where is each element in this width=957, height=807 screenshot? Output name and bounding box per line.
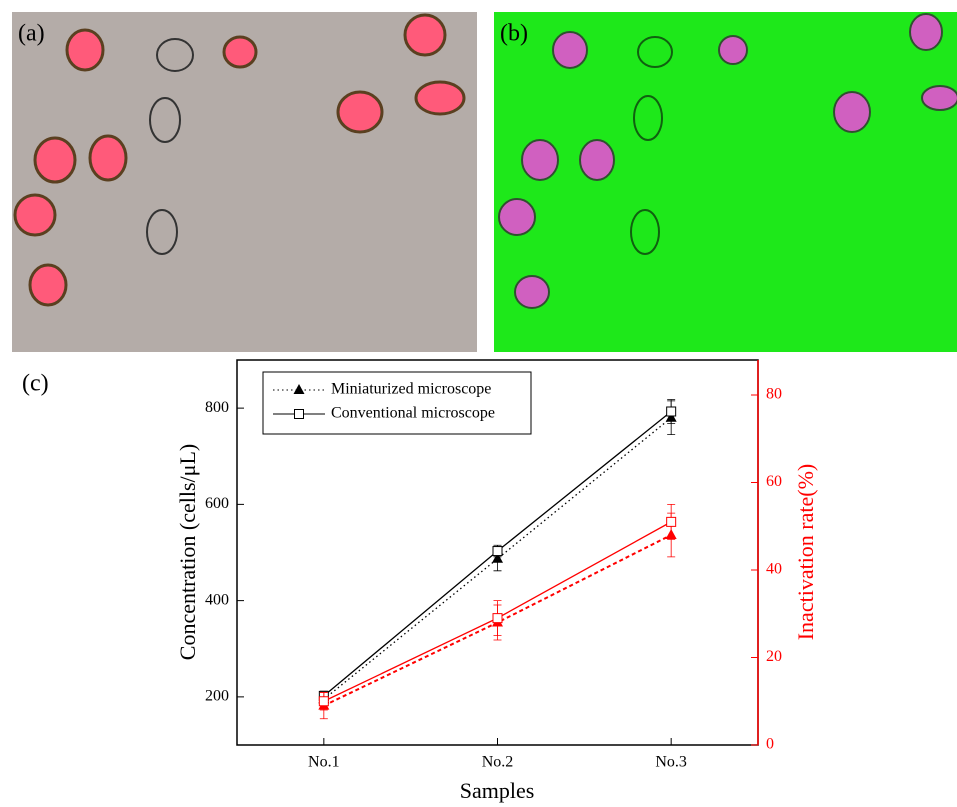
data-point xyxy=(493,547,502,556)
data-point xyxy=(493,614,502,623)
y2-tick-label: 20 xyxy=(766,648,782,665)
y-tick-label: 800 xyxy=(205,399,229,416)
y2-tick-label: 40 xyxy=(766,561,782,578)
y2-tick-label: 60 xyxy=(766,473,782,490)
y2-tick-label: 0 xyxy=(766,736,774,753)
y2-axis-title: Inactivation rate(%) xyxy=(793,464,818,641)
legend-label: Conventional microscope xyxy=(331,405,495,422)
figure: (a) (b) (c) Concentration (cells/μL) Ina… xyxy=(0,0,957,807)
data-point xyxy=(319,697,328,706)
page: {"panels": {"a": "(a)", "b": "(b)", "c":… xyxy=(0,0,957,807)
x-tick-label: No.2 xyxy=(482,754,514,771)
panel-label: (c) xyxy=(22,371,49,397)
data-point xyxy=(667,407,676,416)
y-tick-label: 400 xyxy=(205,591,229,608)
panel-label: (b) xyxy=(500,21,528,47)
legend-marker xyxy=(295,410,304,419)
y2-tick-label: 80 xyxy=(766,386,782,403)
x-axis-title: Samples xyxy=(460,778,535,803)
x-tick-label: No.1 xyxy=(308,754,340,771)
y-tick-label: 600 xyxy=(205,495,229,512)
y-tick-label: 200 xyxy=(205,688,229,705)
x-tick-label: No.3 xyxy=(655,754,687,771)
panel-label: (a) xyxy=(18,21,45,47)
data-point xyxy=(667,517,676,526)
legend-label: Miniaturized microscope xyxy=(331,381,491,398)
y-axis-title: Concentration (cells/μL) xyxy=(175,444,200,660)
